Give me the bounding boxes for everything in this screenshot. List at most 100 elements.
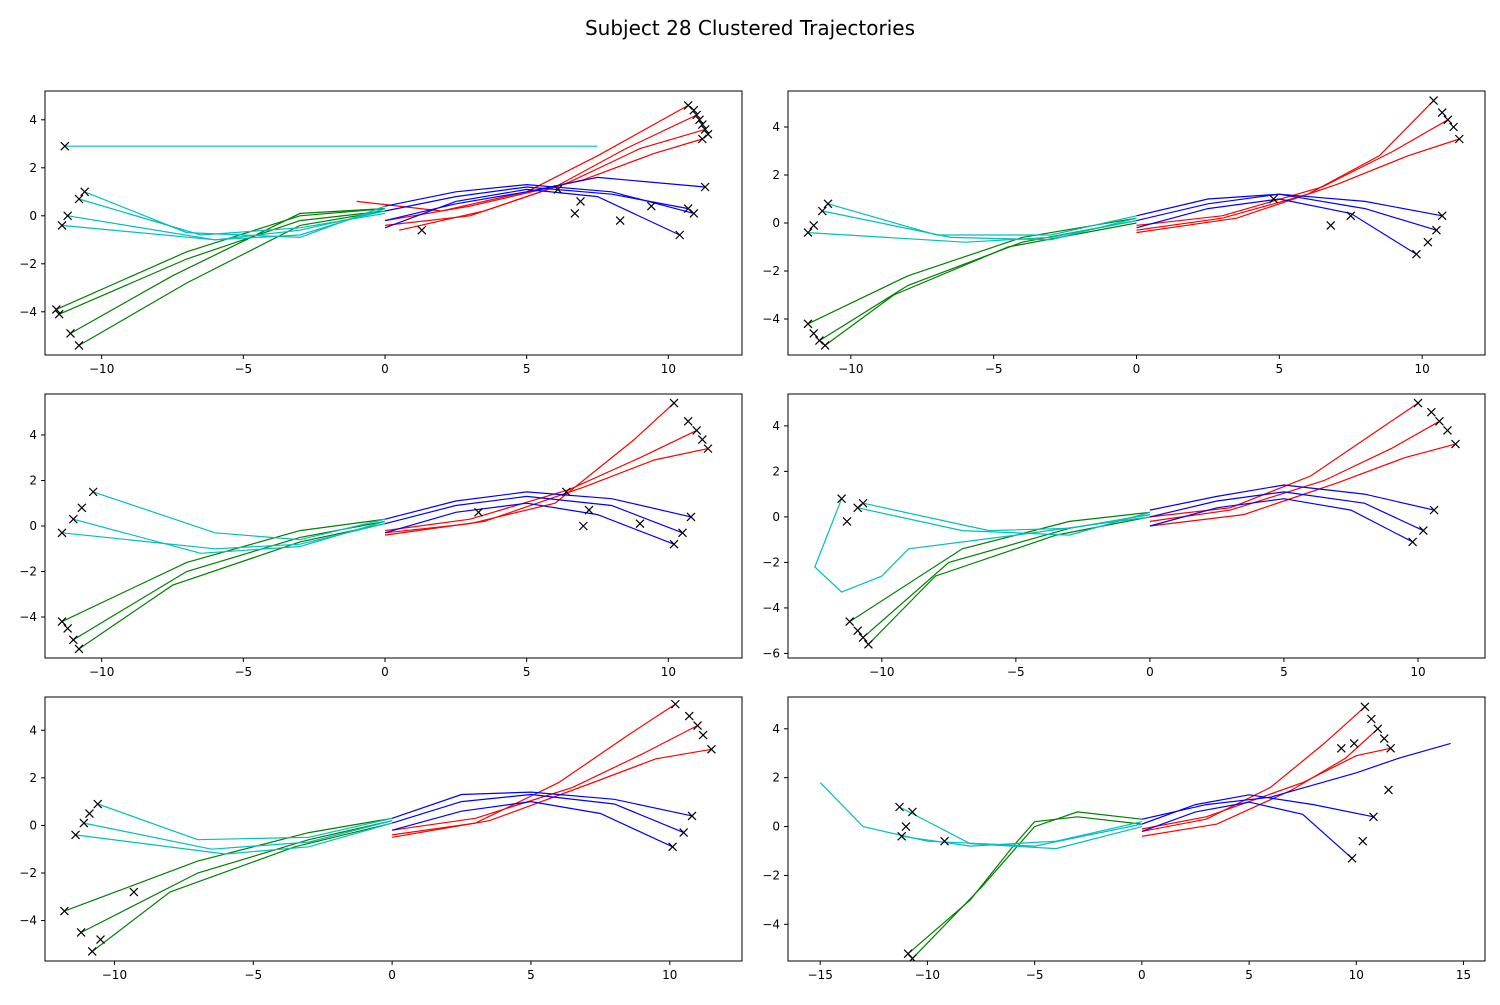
panel-middle-right: −10 −5 0 5 10 −6 −4 −2 0 2 4	[762, 393, 1486, 679]
x-tick-label: −10	[89, 665, 114, 679]
trajectory-line	[1136, 119, 1449, 226]
x-tick-label: 10	[661, 362, 676, 376]
endpoint-marker	[1408, 537, 1418, 547]
endpoint-marker	[689, 105, 699, 115]
trajectory-line	[384, 495, 683, 534]
x-tick-label: 0	[381, 362, 389, 376]
endpoint-marker	[820, 340, 830, 350]
trajectory-line	[97, 803, 393, 841]
endpoint-marker	[57, 528, 67, 538]
endpoint-marker	[858, 633, 868, 642]
trajectory-line	[1149, 443, 1456, 527]
y-tick-label: 2	[29, 771, 37, 785]
endpoint-marker	[1326, 220, 1336, 230]
trajectory-line	[899, 806, 1143, 850]
endpoint-marker	[635, 519, 645, 529]
endpoint-marker	[51, 304, 61, 314]
axes-frame	[787, 393, 1486, 659]
endpoint-marker	[907, 954, 917, 961]
trajectory-line	[1149, 498, 1413, 543]
endpoint-marker	[57, 220, 67, 230]
y-tick-label: 4	[29, 113, 37, 127]
x-tick-label: −5	[985, 362, 1003, 376]
endpoint-marker	[1412, 249, 1421, 259]
endpoint-marker	[697, 435, 707, 444]
trajectory-line	[75, 822, 393, 855]
axes-frame	[787, 696, 1486, 962]
axes-frame	[44, 696, 743, 962]
y-tick-label: −2	[762, 555, 780, 569]
x-tick-label: 0	[381, 665, 389, 679]
trajectory-line	[391, 793, 684, 834]
x-tick-label: 0	[1146, 665, 1154, 679]
trajectory-line	[1141, 706, 1366, 832]
endpoint-marker	[578, 521, 588, 531]
y-tick-label: −4	[19, 610, 37, 624]
endpoint-marker	[817, 206, 827, 216]
trajectory-line	[384, 188, 680, 236]
endpoint-marker	[687, 811, 697, 821]
endpoint-marker	[940, 836, 949, 846]
y-tick-label: 2	[29, 473, 37, 487]
trajectory-line	[1141, 742, 1451, 820]
trajectory-line	[93, 491, 386, 541]
y-tick-label: 0	[29, 519, 37, 533]
endpoint-marker	[1451, 439, 1460, 449]
x-tick-label: 5	[1280, 665, 1288, 679]
trajectory-line	[1149, 402, 1419, 518]
endpoint-marker	[669, 398, 679, 408]
endpoint-marker	[615, 216, 625, 226]
endpoint-marker	[60, 906, 69, 916]
endpoint-marker	[814, 336, 824, 346]
y-tick-label: 0	[29, 818, 37, 832]
trajectory-line	[1149, 491, 1424, 532]
endpoint-marker	[707, 744, 716, 754]
trajectory-line	[399, 128, 706, 231]
trajectory-line	[862, 502, 1151, 532]
trajectory-line	[827, 203, 1137, 236]
y-tick-label: 0	[29, 209, 37, 223]
endpoint-marker	[695, 115, 704, 125]
y-tick-label: −4	[19, 305, 37, 319]
y-tick-label: 0	[772, 820, 780, 834]
endpoint-marker	[700, 182, 710, 192]
trajectory-line	[822, 210, 1137, 241]
endpoint-marker	[561, 487, 571, 497]
endpoint-marker	[1347, 853, 1357, 863]
x-tick-label: 10	[661, 665, 676, 679]
trajectory-line	[70, 208, 386, 334]
trajectory-line	[1149, 484, 1435, 511]
endpoint-marker	[698, 730, 708, 740]
figure-title: Subject 28 Clustered Trajectories	[584, 16, 916, 40]
endpoint-marker	[74, 194, 84, 204]
trajectory-line	[58, 210, 386, 315]
endpoint-marker	[692, 425, 702, 435]
plot-area	[819, 702, 1451, 961]
endpoint-marker	[683, 204, 693, 214]
y-tick-label: 4	[29, 428, 37, 442]
trajectory-line	[384, 491, 692, 520]
endpoint-marker	[692, 110, 702, 120]
endpoint-marker	[803, 228, 813, 238]
x-tick-label: −10	[102, 968, 127, 982]
y-tick-label: −4	[762, 312, 780, 326]
trajectory-line	[391, 800, 673, 848]
endpoint-marker	[1269, 194, 1279, 204]
y-tick-label: 0	[772, 216, 780, 230]
endpoint-marker	[88, 487, 98, 497]
x-tick-label: 10	[1410, 665, 1425, 679]
endpoint-marker	[809, 220, 819, 230]
trajectory-line	[1141, 728, 1379, 837]
panel-top-right: −10 −5 0 5 10 −4 −2 0 2 4	[762, 90, 1486, 376]
endpoint-marker	[68, 514, 78, 524]
endpoint-marker	[689, 208, 699, 218]
trajectory-line	[392, 703, 676, 836]
endpoint-marker	[837, 494, 847, 504]
plot-area	[60, 699, 716, 956]
endpoint-marker	[1349, 739, 1359, 748]
y-tick-label: 4	[772, 120, 780, 134]
trajectory-line	[78, 210, 386, 346]
endpoint-marker	[1336, 743, 1346, 753]
trajectory-line	[56, 208, 386, 310]
